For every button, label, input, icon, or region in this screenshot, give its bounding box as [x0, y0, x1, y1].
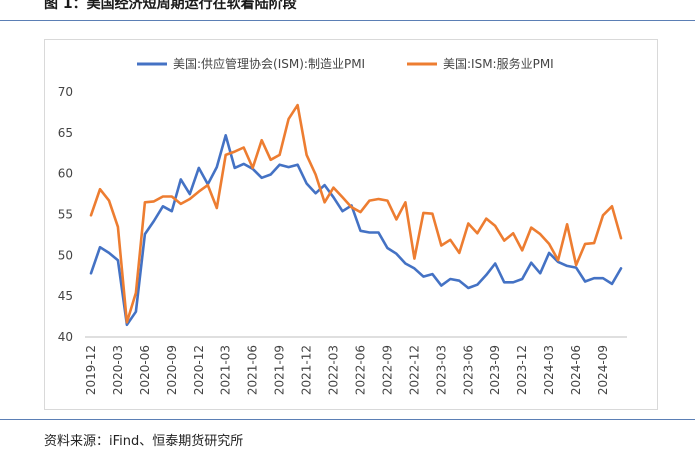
x-tick-label: 2023-03 [434, 345, 448, 395]
chart-frame: 美国:供应管理协会(ISM):制造业PMI 美国:ISM:服务业PMI 40 45 5… [44, 39, 658, 410]
x-tick-label: 2019-12 [84, 345, 98, 395]
plot-area [89, 103, 623, 327]
legend-label: 美国:ISM:服务业PMI [443, 56, 554, 71]
x-tick-label: 2020-06 [138, 345, 152, 395]
x-tick-label: 2020-03 [111, 345, 125, 395]
y-tick-label: 70 [58, 85, 73, 99]
bottom-rule [0, 419, 695, 420]
x-tick-label: 2023-09 [488, 345, 502, 395]
x-tick-label: 2021-12 [300, 345, 314, 395]
x-tick-label: 2023-06 [461, 345, 475, 395]
x-tick-label: 2024-09 [596, 345, 610, 395]
chart-legend: 美国:供应管理协会(ISM):制造业PMI 美国:ISM:服务业PMI [137, 56, 554, 71]
y-tick-label: 65 [58, 126, 73, 140]
x-tick-label: 2020-12 [192, 345, 206, 395]
x-tick-label: 2021-09 [273, 345, 287, 395]
x-tick-label: 2024-06 [569, 345, 583, 395]
x-tick-label: 2022-06 [353, 345, 367, 395]
x-tick-label: 2022-12 [407, 345, 421, 395]
legend-label: 美国:供应管理协会(ISM):制造业PMI [173, 56, 365, 71]
x-tick-label: 2020-09 [165, 345, 179, 395]
y-tick-label: 50 [58, 248, 73, 262]
y-tick-label: 40 [58, 330, 73, 344]
y-tick-label: 45 [58, 289, 73, 303]
y-tick-label: 55 [58, 208, 73, 222]
series-line-services-pmi [89, 103, 623, 324]
x-axis: 2019-12 2020-03 2020-06 2020-09 2020-12 2021-… [84, 336, 627, 395]
figure-title: 图 1：美国经济短周期运行在软着陆阶段 [44, 0, 297, 12]
source-note: 资料来源：iFind、恒泰期货研究所 [44, 434, 244, 449]
x-tick-label: 2022-09 [380, 345, 394, 395]
series-line-manufacturing-pmi [89, 134, 623, 327]
x-tick-label: 2021-06 [246, 345, 260, 395]
x-tick-label: 2022-03 [327, 345, 341, 395]
x-tick-label: 2024-03 [542, 345, 556, 395]
y-axis: 40 45 50 55 60 65 70 [58, 85, 73, 344]
y-tick-label: 60 [58, 167, 73, 181]
x-tick-label: 2023-12 [515, 345, 529, 395]
top-rule [0, 20, 695, 21]
line-chart: 美国:供应管理协会(ISM):制造业PMI 美国:ISM:服务业PMI 40 45 5… [58, 56, 627, 395]
x-tick-label: 2021-03 [219, 345, 233, 395]
